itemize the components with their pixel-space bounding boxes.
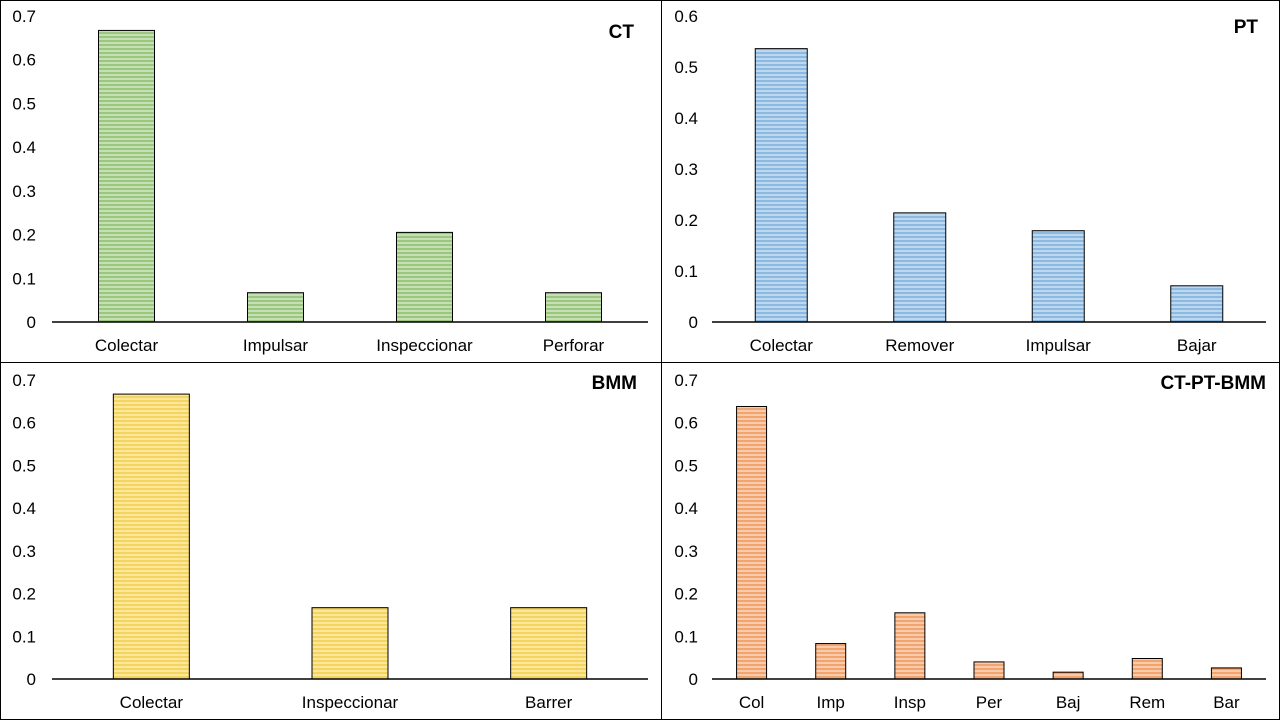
bar-bar — [1210, 667, 1242, 680]
bar-per — [973, 661, 1005, 680]
y-tick-label: 0.3 — [674, 542, 698, 561]
x-category-label: Per — [976, 693, 1003, 712]
y-tick-label: 0.6 — [674, 414, 698, 433]
y-tick-label: 0.1 — [12, 627, 36, 646]
bar-perforar — [545, 292, 602, 323]
bar-baj — [1052, 671, 1084, 680]
y-tick-label: 0 — [27, 670, 36, 689]
bar-insp — [894, 612, 926, 680]
x-category-label: Bajar — [1177, 336, 1217, 355]
y-tick-label: 0.5 — [12, 456, 36, 475]
y-tick-label: 0.1 — [674, 627, 698, 646]
x-category-label: Inspeccionar — [302, 693, 399, 712]
y-tick-label: 0.7 — [12, 7, 36, 26]
y-tick-label: 0.7 — [12, 371, 36, 390]
y-tick-label: 0.1 — [12, 269, 36, 288]
bar-colectar — [112, 393, 190, 680]
x-category-label: Colectar — [750, 336, 814, 355]
y-tick-label: 0 — [689, 313, 698, 332]
bar-colectar — [754, 48, 808, 323]
x-category-label: Col — [739, 693, 765, 712]
x-category-label: Impulsar — [243, 336, 309, 355]
bar-col — [736, 405, 768, 680]
panel-title-ct-pt-bmm: CT-PT-BMM — [1160, 373, 1266, 394]
y-tick-label: 0.3 — [674, 160, 698, 179]
bar-colectar — [98, 29, 155, 323]
y-tick-label: 0.3 — [12, 542, 36, 561]
y-tick-label: 0.1 — [674, 262, 698, 281]
panel-title-bmm: BMM — [592, 373, 637, 394]
y-tick-label: 0.4 — [12, 138, 36, 157]
y-tick-label: 0.7 — [674, 371, 698, 390]
y-tick-label: 0 — [689, 670, 698, 689]
y-tick-label: 0.2 — [12, 585, 36, 604]
x-category-label: Bar — [1213, 693, 1240, 712]
y-tick-label: 0.6 — [12, 414, 36, 433]
bar-inspeccionar — [396, 231, 453, 323]
y-tick-label: 0.2 — [674, 211, 698, 230]
y-tick-label: 0.4 — [674, 109, 698, 128]
y-tick-label: 0.2 — [674, 585, 698, 604]
bar-inspeccionar — [311, 607, 389, 680]
x-category-label: Insp — [894, 693, 926, 712]
x-category-label: Inspeccionar — [376, 336, 473, 355]
panel-title-ct: CT — [609, 22, 635, 43]
x-category-label: Colectar — [120, 693, 184, 712]
y-tick-label: 0.3 — [12, 182, 36, 201]
y-tick-label: 0.5 — [674, 456, 698, 475]
bar-rem — [1131, 657, 1163, 680]
y-tick-label: 0.4 — [674, 499, 698, 518]
x-category-label: Impulsar — [1026, 336, 1092, 355]
bar-remover — [893, 212, 947, 323]
x-category-label: Imp — [817, 693, 845, 712]
y-tick-label: 0.5 — [674, 58, 698, 77]
x-category-label: Colectar — [95, 336, 159, 355]
y-tick-label: 0.6 — [12, 51, 36, 70]
panel-title-pt: PT — [1234, 17, 1259, 38]
y-tick-label: 0.4 — [12, 499, 36, 518]
y-tick-label: 0.6 — [674, 7, 698, 26]
x-category-label: Remover — [885, 336, 954, 355]
x-category-label: Rem — [1129, 693, 1165, 712]
x-category-label: Baj — [1056, 693, 1081, 712]
y-tick-label: 0.2 — [12, 226, 36, 245]
bar-impulsar — [1031, 230, 1085, 323]
y-tick-label: 0.5 — [12, 94, 36, 113]
bar-barrer — [510, 607, 588, 680]
x-category-label: Perforar — [543, 336, 605, 355]
x-category-label: Barrer — [525, 693, 573, 712]
bar-impulsar — [247, 292, 304, 323]
bar-bajar — [1170, 285, 1224, 323]
y-tick-label: 0 — [27, 313, 36, 332]
bar-imp — [815, 643, 847, 680]
